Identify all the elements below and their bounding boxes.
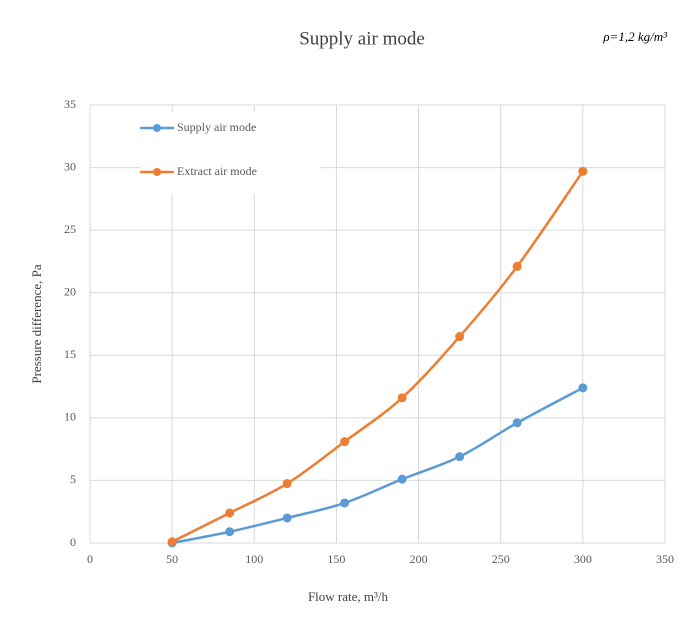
data-point <box>455 452 465 462</box>
x-axis-label: Flow rate, m³/h <box>308 589 389 604</box>
y-tick-label: 30 <box>64 159 76 173</box>
data-point <box>225 508 235 518</box>
data-point <box>167 537 177 547</box>
y-tick-label: 10 <box>64 410 76 424</box>
data-point <box>512 418 522 428</box>
y-tick-label: 0 <box>70 535 76 549</box>
y-tick-label: 5 <box>70 472 76 486</box>
data-point <box>282 479 292 489</box>
x-tick-label: 200 <box>410 552 428 566</box>
data-point <box>282 513 292 523</box>
data-point <box>512 261 522 271</box>
data-point <box>578 166 588 176</box>
legend-box <box>140 112 320 194</box>
series-line <box>171 386 584 545</box>
legend-label: Supply air mode <box>177 120 256 134</box>
x-tick-label: 350 <box>656 552 674 566</box>
y-axis-label: Pressure difference, Pa <box>29 264 44 383</box>
data-point <box>578 383 588 393</box>
y-tick-label: 15 <box>64 347 76 361</box>
legend-label: Extract air mode <box>177 164 257 178</box>
x-tick-label: 0 <box>87 552 93 566</box>
x-tick-label: 50 <box>166 552 178 566</box>
data-point <box>397 393 407 403</box>
series-line <box>171 170 584 543</box>
y-tick-label: 20 <box>64 284 76 298</box>
x-tick-label: 300 <box>574 552 592 566</box>
x-tick-label: 100 <box>245 552 263 566</box>
legend-marker <box>153 124 161 132</box>
data-point <box>455 332 465 342</box>
annotation: ρ=1,2 kg/m³ <box>602 29 668 44</box>
chart-title: Supply air mode <box>299 28 425 49</box>
data-point <box>225 527 235 537</box>
data-point <box>340 437 350 447</box>
x-tick-label: 250 <box>492 552 510 566</box>
legend-marker <box>153 168 161 176</box>
y-tick-label: 35 <box>64 97 76 111</box>
data-point <box>340 498 350 508</box>
data-point <box>397 474 407 484</box>
y-tick-label: 25 <box>64 222 76 236</box>
x-tick-label: 150 <box>327 552 345 566</box>
